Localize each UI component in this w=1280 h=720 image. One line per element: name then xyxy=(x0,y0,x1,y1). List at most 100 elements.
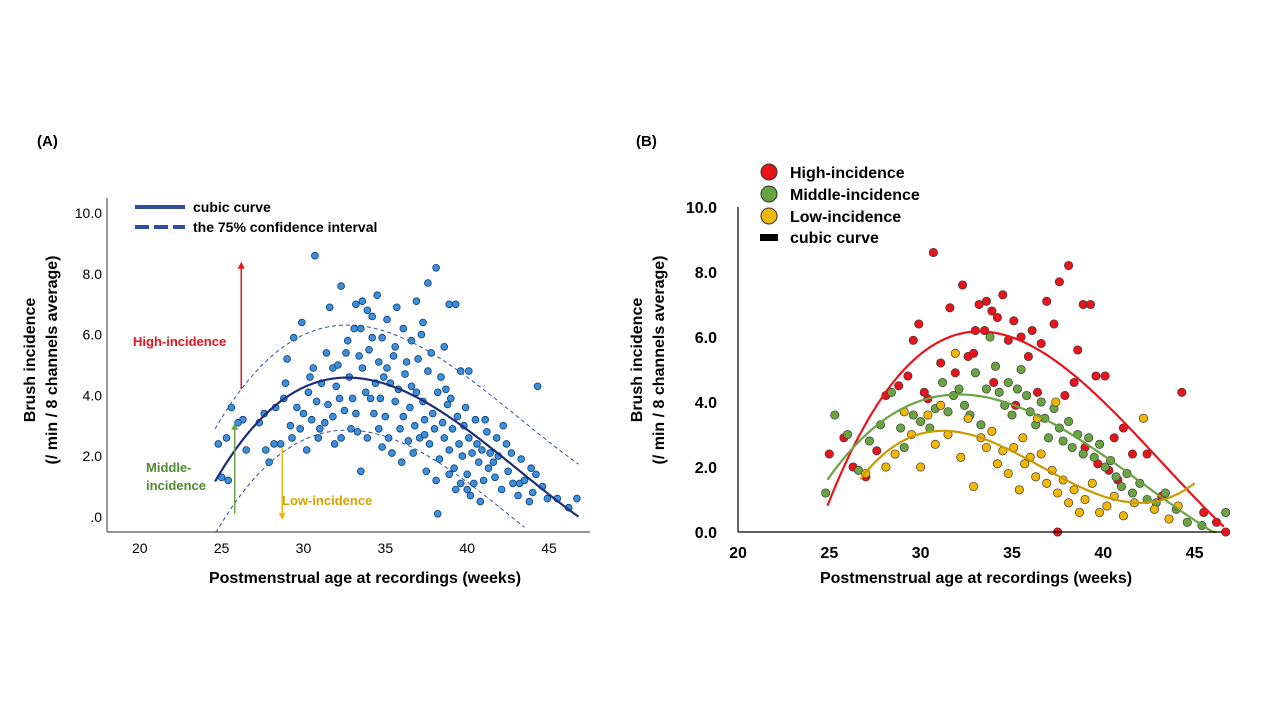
chart-b-y-tick-label: 2.0 xyxy=(695,460,717,477)
data-point-low xyxy=(1118,511,1128,521)
data-point xyxy=(451,485,460,494)
data-point-high xyxy=(1049,319,1059,329)
data-point-middle xyxy=(1036,397,1046,407)
chart-a-x-tick-label: 25 xyxy=(214,540,230,556)
data-point xyxy=(504,467,512,476)
data-point xyxy=(370,409,378,418)
data-point xyxy=(374,424,383,433)
chart-b-y-tick-label: 0.0 xyxy=(695,525,717,542)
data-point-high xyxy=(1085,299,1096,310)
data-point xyxy=(433,509,442,518)
low-arrow-head xyxy=(278,512,286,520)
chart-b-y-tick-label: 10.0 xyxy=(686,200,717,217)
data-point xyxy=(450,464,458,473)
data-point xyxy=(424,367,432,375)
data-point xyxy=(304,388,313,397)
chart-b-ylabel-2: (/ min / 8 channels average) xyxy=(651,256,668,465)
data-point xyxy=(335,394,344,403)
data-point xyxy=(222,434,231,442)
high-cubic-curve xyxy=(826,330,1225,528)
data-point xyxy=(227,403,236,412)
chart-a-cubic-curve xyxy=(214,376,580,518)
data-point xyxy=(466,491,475,500)
data-point xyxy=(401,370,409,378)
data-point xyxy=(293,403,301,412)
data-point-low xyxy=(1036,449,1046,459)
data-point-middle xyxy=(954,384,964,394)
data-point xyxy=(461,403,470,412)
data-point-low xyxy=(969,481,979,492)
data-point xyxy=(363,434,372,442)
data-point xyxy=(389,352,398,360)
chart-b-x-tick-label: 30 xyxy=(912,545,930,562)
data-point xyxy=(468,449,476,457)
data-point-middle xyxy=(1182,517,1192,527)
data-point-middle xyxy=(886,387,896,397)
data-point xyxy=(352,300,360,309)
data-point xyxy=(330,440,339,448)
data-point-high xyxy=(1100,371,1110,381)
data-point xyxy=(527,464,535,473)
data-point xyxy=(458,452,467,460)
data-point xyxy=(340,406,349,415)
data-point xyxy=(334,361,342,369)
data-point xyxy=(533,382,542,391)
data-point xyxy=(337,282,345,290)
data-point-middle xyxy=(1084,433,1094,443)
chart-a-legend: cubic curve the 75% confidence interval xyxy=(135,199,377,235)
data-point xyxy=(337,434,345,442)
chart-b-ticks: 20 25 30 35 40 45 0.0 2.0 4.0 6.0 8.0 10.0 xyxy=(686,200,1204,562)
data-point-high xyxy=(928,247,938,258)
chart-a: 20 25 30 35 40 45 .0 2.0 4.0 6.0 8.0 10.0 Postmenst… xyxy=(22,198,590,587)
data-point xyxy=(517,455,525,463)
data-point xyxy=(520,476,529,485)
data-point xyxy=(283,355,291,363)
data-point-middle xyxy=(938,377,948,388)
legend-ci-label: the 75% confidence interval xyxy=(193,219,377,235)
chart-a-arrows xyxy=(231,261,286,520)
data-point-high xyxy=(1064,260,1074,271)
data-point-high xyxy=(872,446,882,456)
data-point xyxy=(428,409,437,418)
data-point xyxy=(451,300,460,309)
chart-a-ylabel-2: (/ min / 8 channels average) xyxy=(44,256,61,465)
data-point xyxy=(358,364,367,372)
data-point xyxy=(358,297,367,306)
data-point xyxy=(356,324,365,333)
legend-cubic-label-b: cubic curve xyxy=(790,230,879,247)
chart-a-x-tick-label: 45 xyxy=(541,540,557,556)
chart-a-axes xyxy=(106,198,590,533)
chart-a-confidence-band xyxy=(214,324,579,533)
data-point xyxy=(514,491,522,500)
data-point xyxy=(474,458,483,467)
chart-a-y-tick-label: 10.0 xyxy=(75,205,102,221)
data-point xyxy=(502,440,511,448)
data-point-high xyxy=(1091,371,1101,381)
data-point xyxy=(433,388,442,397)
data-point-low xyxy=(1014,485,1024,495)
chart-a-ticks: 20 25 30 35 40 45 .0 2.0 4.0 6.0 8.0 10.0 xyxy=(75,205,557,556)
data-point xyxy=(417,330,426,339)
data-point xyxy=(309,364,318,372)
data-point xyxy=(414,355,422,363)
data-point-middle xyxy=(959,400,970,410)
chart-b-axes xyxy=(737,207,1222,533)
data-point-middle xyxy=(1095,439,1105,449)
data-point-middle xyxy=(976,420,986,430)
data-point-low xyxy=(1095,507,1105,518)
data-point xyxy=(509,479,517,488)
data-point xyxy=(464,434,473,442)
data-point xyxy=(424,279,432,287)
data-point xyxy=(463,485,472,494)
data-point xyxy=(288,434,296,442)
data-point xyxy=(348,394,357,403)
chart-a-points xyxy=(214,251,581,518)
data-point-low xyxy=(1051,397,1061,407)
data-point xyxy=(397,458,406,467)
data-point xyxy=(352,409,360,418)
data-point xyxy=(445,300,454,309)
data-point xyxy=(296,424,305,433)
data-point xyxy=(270,440,278,448)
data-point-high xyxy=(998,290,1008,300)
data-point-middle xyxy=(1058,436,1068,446)
